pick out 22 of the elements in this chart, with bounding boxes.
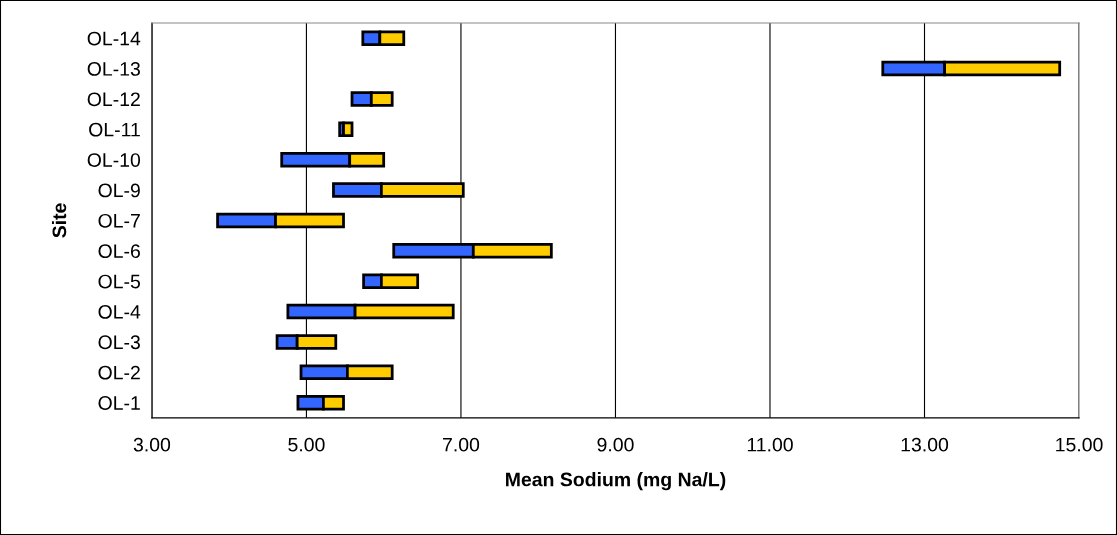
- y-tick-label: OL-11: [89, 122, 140, 137]
- x-tick-label: 7.00: [443, 437, 480, 452]
- y-tick-label: OL-12: [87, 92, 140, 107]
- x-tick-label: 9.00: [597, 437, 634, 452]
- x-tick-label: 11.00: [747, 437, 793, 452]
- y-tick-label: OL-14: [87, 31, 141, 46]
- y-tick-label: OL-9: [98, 183, 140, 198]
- x-tick-label: 15.00: [1056, 437, 1103, 452]
- y-tick-label: OL-1: [98, 396, 140, 410]
- y-tick-label: OL-7: [98, 213, 140, 228]
- y-tick-label: OL-3: [98, 335, 140, 350]
- y-tick-label: OL-5: [98, 274, 140, 289]
- x-tick-label: 3.00: [133, 437, 171, 452]
- x-axis-title: Mean Sodium (mg Na/L): [506, 472, 726, 491]
- y-axis-title: Site: [51, 203, 67, 238]
- y-tick-label: OL-10: [87, 153, 141, 167]
- x-tick-label: 5.00: [288, 437, 325, 452]
- y-tick-label: OL-2: [98, 365, 140, 380]
- y-tick-label: OL-4: [98, 305, 141, 319]
- x-tick-label: 13.00: [901, 437, 949, 452]
- y-tick-label: OL-13: [87, 62, 140, 76]
- y-tick-label: OL-6: [98, 244, 140, 259]
